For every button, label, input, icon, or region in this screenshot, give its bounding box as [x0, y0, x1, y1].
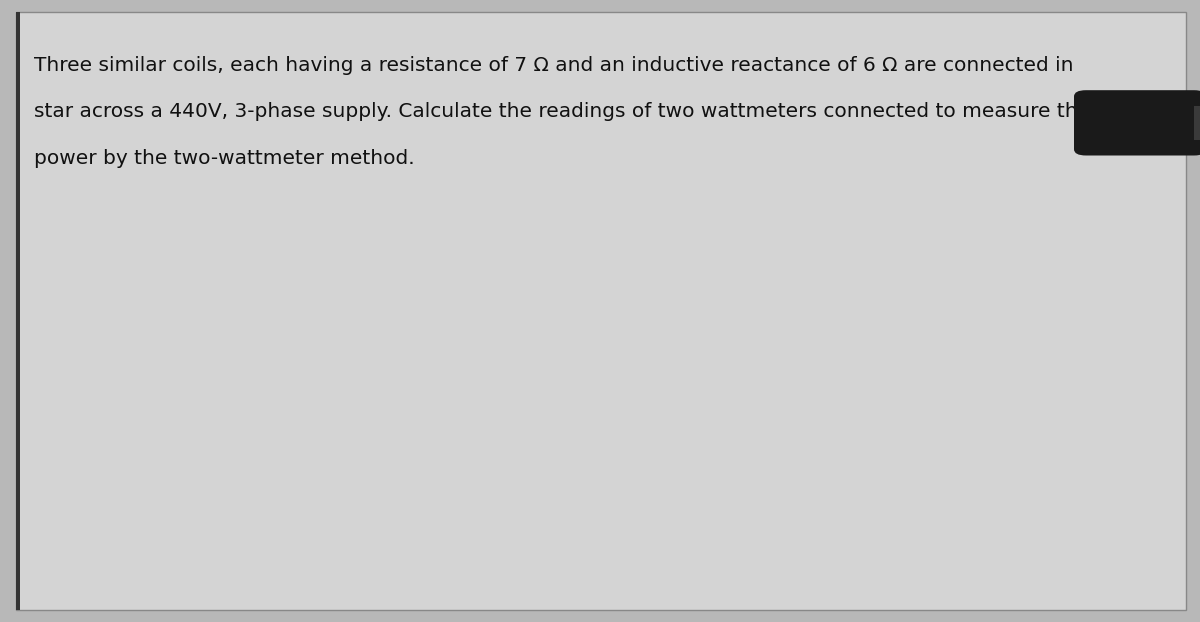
Bar	[1194, 106, 1200, 140]
FancyBboxPatch shape	[1074, 90, 1200, 156]
Text: power by the two-wattmeter method.: power by the two-wattmeter method.	[34, 149, 414, 168]
Bar	[16, 12, 20, 610]
Text: Three similar coils, each having a resistance of 7 Ω and an inductive reactance : Three similar coils, each having a resis…	[34, 56, 1073, 75]
Text: star across a 440V, 3-phase supply. Calculate the readings of two wattmeters con: star across a 440V, 3-phase supply. Calc…	[34, 103, 1090, 121]
